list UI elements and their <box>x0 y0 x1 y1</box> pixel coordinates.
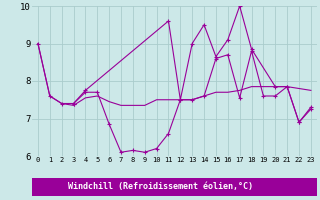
Text: Windchill (Refroidissement éolien,°C): Windchill (Refroidissement éolien,°C) <box>68 182 252 192</box>
